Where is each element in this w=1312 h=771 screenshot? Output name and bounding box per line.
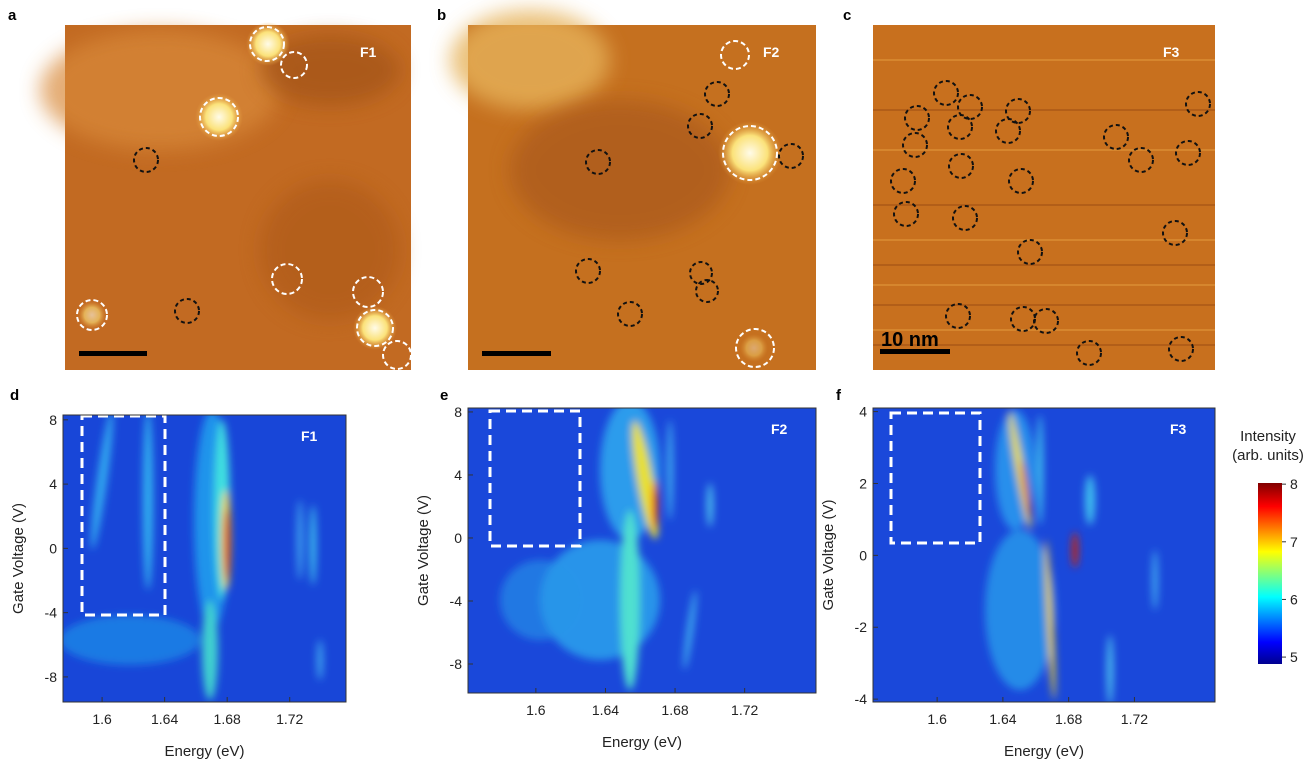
y-axis-label: Gate Voltage (V) — [820, 500, 837, 611]
x-axis-label: Energy (eV) — [602, 734, 682, 751]
y-tick-label: -8 — [450, 656, 463, 672]
y-tick-label: 4 — [49, 476, 57, 492]
x-tick-label: 1.72 — [276, 711, 303, 727]
plot-frame — [62, 414, 347, 703]
panel-label: f — [836, 387, 842, 404]
x-tick-label: 1.68 — [1055, 711, 1082, 727]
stm-tag: F1 — [360, 44, 377, 60]
plot-frame — [467, 407, 817, 694]
panel-tag: F1 — [301, 428, 318, 444]
stm-image-c: 10 nm — [873, 25, 1215, 370]
y-tick-label: 8 — [454, 404, 462, 420]
y-tick-label: 8 — [49, 412, 57, 428]
panel-label: c — [843, 7, 851, 24]
x-tick-label: 1.72 — [1121, 711, 1148, 727]
heatmap-d — [63, 415, 346, 702]
y-tick-label: 2 — [859, 475, 867, 491]
colorbar-subtitle: (arb. units) — [1232, 447, 1304, 464]
x-axis-label: Energy (eV) — [1004, 743, 1084, 760]
y-tick-label: 4 — [454, 467, 462, 483]
y-axis-label: Gate Voltage (V) — [415, 495, 432, 606]
x-tick-label: 1.68 — [661, 702, 688, 718]
y-tick-label: 0 — [859, 547, 867, 563]
stm-image-b — [450, 10, 816, 370]
x-axis-label: Energy (eV) — [164, 743, 244, 760]
x-tick-label: 1.72 — [731, 702, 758, 718]
x-tick-label: 1.6 — [92, 711, 112, 727]
colorbar — [1258, 483, 1282, 664]
colorbar-tick-label: 8 — [1290, 476, 1298, 492]
x-tick-label: 1.68 — [214, 711, 241, 727]
x-tick-label: 1.64 — [989, 711, 1016, 727]
scale-bar-label: 10 nm — [881, 329, 939, 351]
x-tick-label: 1.6 — [927, 711, 947, 727]
stm-image-a — [40, 22, 412, 370]
stm-tag: F2 — [763, 44, 780, 60]
heatmap-e — [468, 408, 816, 693]
y-axis-label: Gate Voltage (V) — [10, 503, 27, 614]
y-tick-label: -8 — [45, 669, 58, 685]
x-tick-label: 1.6 — [526, 702, 546, 718]
y-tick-label: 0 — [454, 530, 462, 546]
x-tick-label: 1.64 — [151, 711, 178, 727]
x-tick-label: 1.64 — [592, 702, 619, 718]
y-tick-label: 0 — [49, 540, 57, 556]
panel-tag: F3 — [1170, 421, 1187, 437]
y-tick-label: -4 — [855, 691, 868, 707]
panel-label: b — [437, 7, 446, 24]
y-tick-label: -2 — [855, 619, 868, 635]
colorbar-tick-label: 6 — [1290, 591, 1298, 607]
panel-label: e — [440, 387, 448, 404]
panel-label: a — [8, 7, 17, 24]
y-tick-label: 4 — [859, 404, 867, 420]
colorbar-tick-label: 5 — [1290, 649, 1298, 665]
y-tick-label: -4 — [450, 593, 463, 609]
panel-label: d — [10, 387, 19, 404]
heatmap-f — [873, 408, 1215, 702]
stm-tag: F3 — [1163, 44, 1180, 60]
colorbar-tick-label: 7 — [1290, 534, 1298, 550]
panel-tag: F2 — [771, 421, 788, 437]
y-tick-label: -4 — [45, 605, 58, 621]
colorbar-title: Intensity — [1240, 428, 1296, 445]
